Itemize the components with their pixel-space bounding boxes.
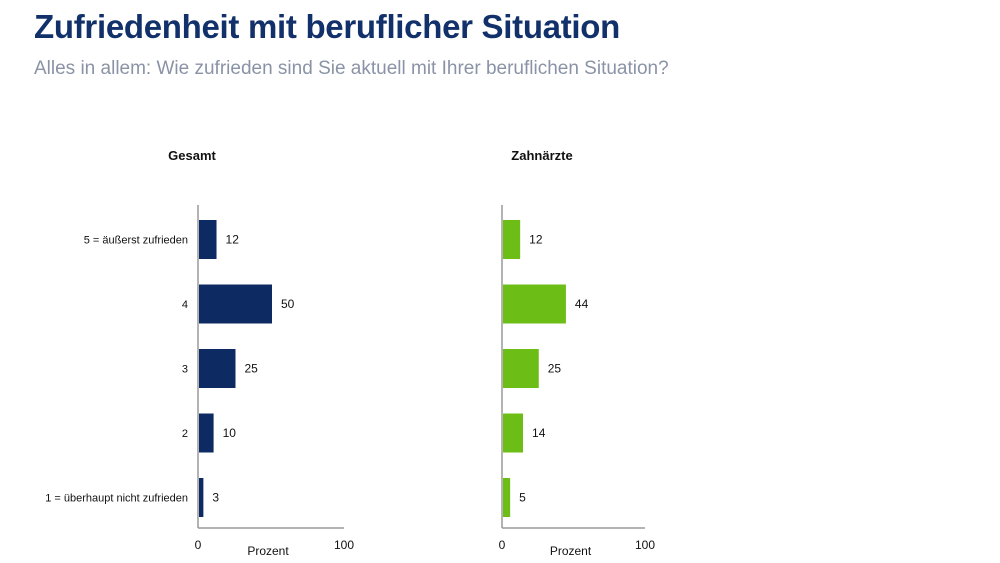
x-tick-label: 100 [334, 538, 354, 552]
data-label: 3 [212, 491, 219, 505]
x-tick-label: 100 [635, 538, 655, 552]
data-label: 12 [529, 233, 543, 247]
bar [503, 478, 511, 517]
data-label: 5 [519, 491, 526, 505]
category-label: 1 = überhaupt nicht zufrieden [45, 493, 188, 505]
data-label: 10 [223, 426, 237, 440]
data-label: 44 [575, 297, 589, 311]
x-axis-title: Prozent [247, 544, 289, 558]
x-tick-label: 0 [499, 538, 506, 552]
category-label: 2 [182, 428, 188, 440]
bar [503, 349, 539, 388]
bar [503, 220, 521, 259]
category-label: 4 [182, 299, 188, 311]
bar [199, 284, 272, 324]
bar [199, 349, 236, 388]
bar [199, 478, 204, 517]
data-label: 14 [532, 426, 546, 440]
bar [503, 284, 566, 324]
data-label: 12 [226, 233, 240, 247]
category-label: 5 = äußerst zufrieden [84, 235, 188, 247]
panel-title: Gesamt [168, 148, 216, 163]
bar [503, 413, 524, 453]
panel-title: Zahnärzte [511, 148, 572, 163]
bar [199, 220, 217, 259]
category-label: 3 [182, 364, 188, 376]
bar [199, 413, 214, 453]
x-axis-title: Prozent [550, 544, 592, 558]
x-tick-label: 0 [195, 538, 202, 552]
page-subtitle: Alles in allem: Wie zufrieden sind Sie a… [34, 58, 669, 79]
data-label: 25 [245, 362, 259, 376]
data-label: 25 [548, 362, 562, 376]
page-title: Zufriedenheit mit beruflicher Situation [34, 8, 621, 45]
data-label: 50 [281, 297, 295, 311]
